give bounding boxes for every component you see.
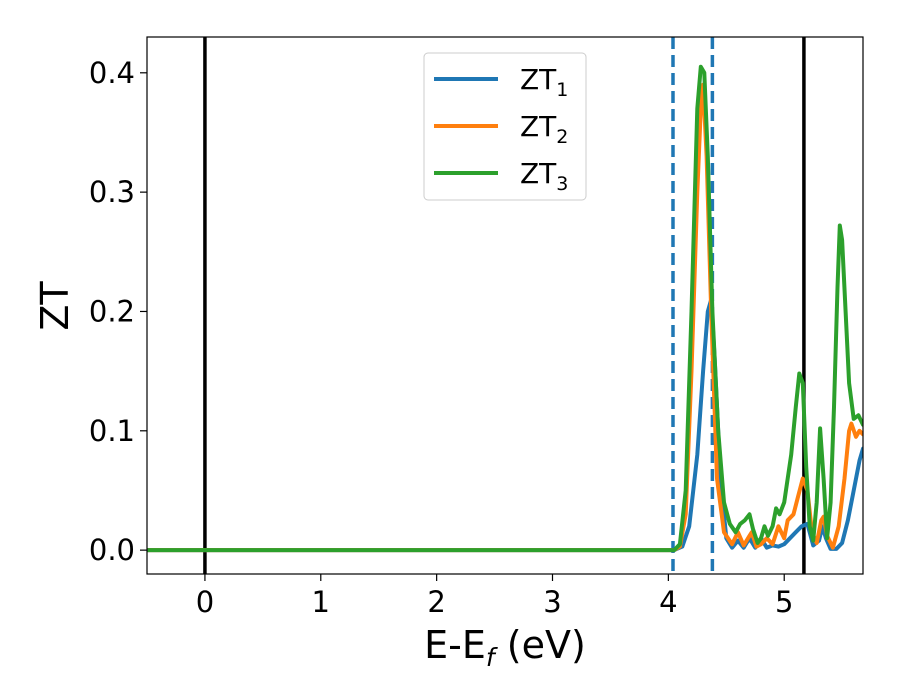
x-tick-label: 4 [659, 585, 677, 619]
x-axis-ticks: 0 1 2 3 4 5 [196, 574, 793, 619]
y-axis-ticks: 0.0 0.1 0.2 0.3 0.4 [89, 56, 147, 567]
legend-label-zt2: ZT2 [520, 110, 568, 148]
y-tick-label: 0.2 [89, 294, 135, 328]
y-axis-label: ZT [33, 281, 77, 331]
y-tick-label: 0.1 [89, 414, 135, 448]
x-tick-label: 2 [427, 585, 445, 619]
x-axis-label-main: E-E [424, 623, 486, 667]
y-tick-label: 0.3 [89, 175, 135, 209]
legend-label-main: ZT [520, 157, 557, 190]
series-layer [147, 64, 863, 553]
legend-label-main: ZT [520, 63, 557, 96]
x-tick-label: 5 [775, 585, 793, 619]
legend-box [423, 52, 587, 201]
legend-label-main: ZT [520, 110, 557, 143]
x-tick-label: 1 [312, 585, 330, 619]
legend-label-zt3: ZT3 [520, 157, 568, 195]
plot-frame [146, 36, 864, 575]
series-line-zt3 [147, 64, 863, 553]
y-tick-label: 0.0 [89, 533, 135, 567]
legend-label-sub: 2 [556, 126, 568, 148]
legend-label-sub: 1 [556, 79, 568, 101]
x-axis-label: E-Ef (eV) [424, 623, 586, 672]
y-tick-label: 0.4 [89, 56, 135, 90]
legend-label-zt1: ZT1 [520, 63, 568, 101]
x-tick-label: 0 [196, 585, 214, 619]
series-line-zt2 [147, 82, 863, 553]
x-tick-label: 3 [543, 585, 561, 619]
legend-label-sub: 3 [556, 173, 568, 195]
x-axis-label-suffix: (eV) [495, 623, 586, 667]
